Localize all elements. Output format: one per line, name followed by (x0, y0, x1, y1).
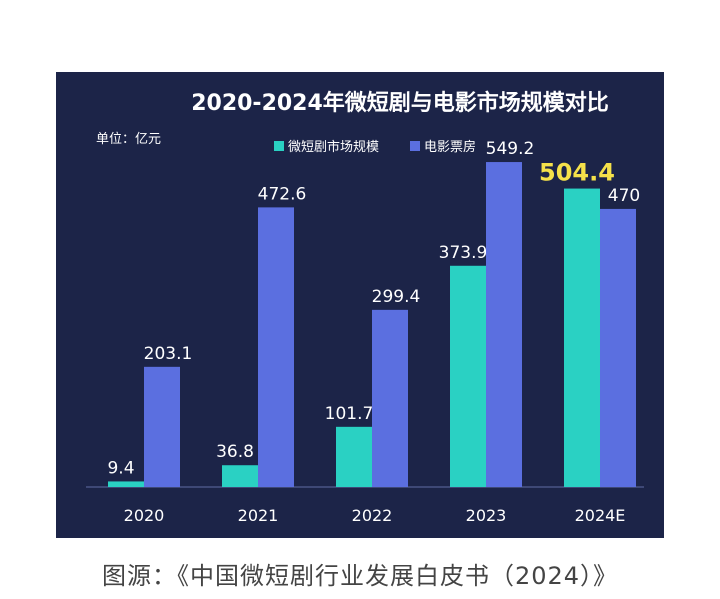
x-tick-label-2022: 2022 (352, 506, 393, 525)
chart-title: 2020-2024年微短剧与电影市场规模对比 (191, 90, 609, 116)
legend-label-0: 微短剧市场规模 (288, 139, 379, 155)
bar-1-2022 (372, 309, 408, 487)
data-label-1-2023: 549.2 (486, 139, 535, 159)
x-tick-label-2020: 2020 (124, 506, 165, 525)
bar-1-2021 (258, 207, 294, 487)
data-label-0-2022: 101.7 (325, 404, 374, 424)
bar-0-2023 (450, 265, 486, 487)
data-label-0-2020: 9.4 (107, 458, 134, 478)
x-tick-label-2021: 2021 (238, 506, 279, 525)
bar-chart: 2020-2024年微短剧与电影市场规模对比 单位：亿元 微短剧市场规模 电影票房… (86, 90, 644, 525)
legend-label-1: 电影票房 (424, 139, 476, 155)
x-tick-label-2024E: 2024E (575, 506, 626, 525)
data-label-1-2024E: 470 (608, 186, 640, 206)
data-label-0-2024E: 504.4 (539, 159, 615, 187)
chart-panel: 2020-2024年微短剧与电影市场规模对比 单位：亿元 微短剧市场规模 电影票房… (56, 72, 664, 538)
data-label-1-2020: 203.1 (144, 344, 193, 364)
source-caption: 图源：《中国微短剧行业发展白皮书（2024）》 (101, 562, 619, 590)
data-label-1-2021: 472.6 (258, 184, 307, 204)
bar-1-2020 (144, 366, 180, 487)
bar-1-2024E (600, 208, 636, 487)
legend: 微短剧市场规模 电影票房 (274, 139, 476, 155)
bar-0-2020 (108, 481, 144, 487)
data-label-1-2022: 299.4 (372, 287, 421, 307)
legend-swatch-1 (410, 141, 420, 151)
bars-group: 9.4 203.1 2020 36.8 472.6 2021 101.7 299.4 2022 3… (107, 139, 640, 525)
unit-label: 单位：亿元 (96, 132, 161, 147)
bar-0-2024E (564, 188, 600, 487)
bar-1-2023 (486, 162, 522, 487)
x-tick-label-2023: 2023 (466, 506, 507, 525)
legend-swatch-0 (274, 141, 284, 151)
bar-0-2021 (222, 465, 258, 487)
bar-0-2022 (336, 426, 372, 487)
data-label-0-2021: 36.8 (216, 442, 254, 462)
data-label-0-2023: 373.9 (439, 243, 488, 263)
